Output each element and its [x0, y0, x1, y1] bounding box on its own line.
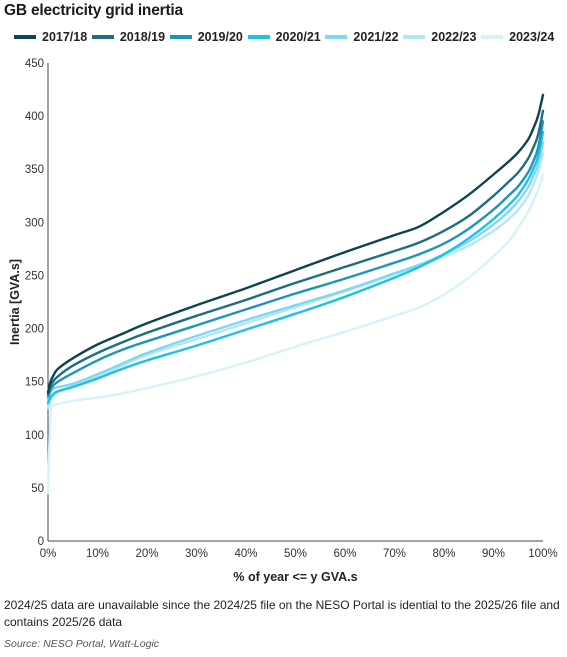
y-tick-label: 0: [38, 536, 44, 548]
x-tick-label: 50%: [284, 548, 307, 560]
x-tick-label: 0%: [40, 548, 57, 560]
x-axis-label: % of year <= y GVA.s: [233, 570, 357, 584]
legend-swatch: [169, 34, 192, 39]
legend-label: 2022/23: [431, 30, 477, 44]
series-line-2019-20: [46, 120, 545, 398]
series-line-2018-19: [46, 109, 545, 396]
legend-item: 2021/22: [325, 30, 399, 46]
legend-swatch: [14, 34, 36, 39]
y-tick-label: 350: [25, 164, 44, 176]
legend-label: 2023/24: [509, 30, 555, 44]
x-tick-label: 60%: [333, 548, 356, 560]
x-tick-label: 100%: [528, 548, 557, 560]
x-tick-label: 20%: [135, 548, 158, 560]
y-axis-label: Inertia [GVA.s]: [8, 259, 22, 345]
x-tick-label: 70%: [383, 548, 406, 560]
legend-swatch: [91, 34, 114, 39]
legend-swatch: [247, 34, 270, 39]
y-tick-label: 450: [25, 58, 44, 70]
legend-label: 2017/18: [42, 30, 88, 44]
legend-swatch: [403, 34, 426, 39]
series-line-2021-22: [46, 141, 545, 400]
legend-item: 2020/21: [247, 30, 321, 46]
y-tick-label: 250: [25, 270, 44, 282]
source-note: Source: NESO Portal, Watt-Logic: [4, 638, 160, 650]
y-tick-label: 200: [25, 324, 44, 336]
legend-item: 2022/23: [403, 30, 476, 46]
legend: 2017/18 2018/19 2019/20 2020/21 2021/22 2022/…: [14, 30, 559, 46]
x-tick-label: 80%: [432, 548, 455, 560]
legend-label: 2018/19: [119, 30, 166, 44]
series-line-2017-18: [46, 93, 545, 394]
y-tick-label: 150: [25, 377, 44, 389]
legend-swatch: [481, 34, 504, 39]
series-line-2020-21: [46, 130, 545, 405]
y-tick-label: 50: [31, 483, 44, 495]
y-tick-label: 400: [25, 111, 44, 123]
legend-item: 2017/18: [14, 30, 87, 46]
y-tick-label: 300: [25, 217, 44, 229]
x-tick-label: 10%: [86, 548, 109, 560]
x-tick-label: 40%: [234, 548, 257, 560]
legend-label: 2019/20: [197, 30, 243, 44]
legend-item: 2018/19: [91, 30, 166, 46]
y-tick-label: 100: [25, 430, 44, 442]
legend-label: 2021/22: [353, 30, 399, 44]
legend-swatch: [325, 34, 348, 39]
legend-label: 2020/21: [275, 30, 321, 44]
chart-title: GB electricity grid inertia: [4, 2, 183, 19]
legend-item: 2019/20: [169, 30, 243, 46]
x-tick-label: 30%: [185, 548, 208, 560]
footnote: 2024/25 data are unavailable since the 2…: [4, 598, 560, 629]
series-line-2023-24: [46, 173, 545, 495]
x-tick-label: 90%: [482, 548, 505, 560]
legend-item: 2023/24: [481, 30, 554, 46]
